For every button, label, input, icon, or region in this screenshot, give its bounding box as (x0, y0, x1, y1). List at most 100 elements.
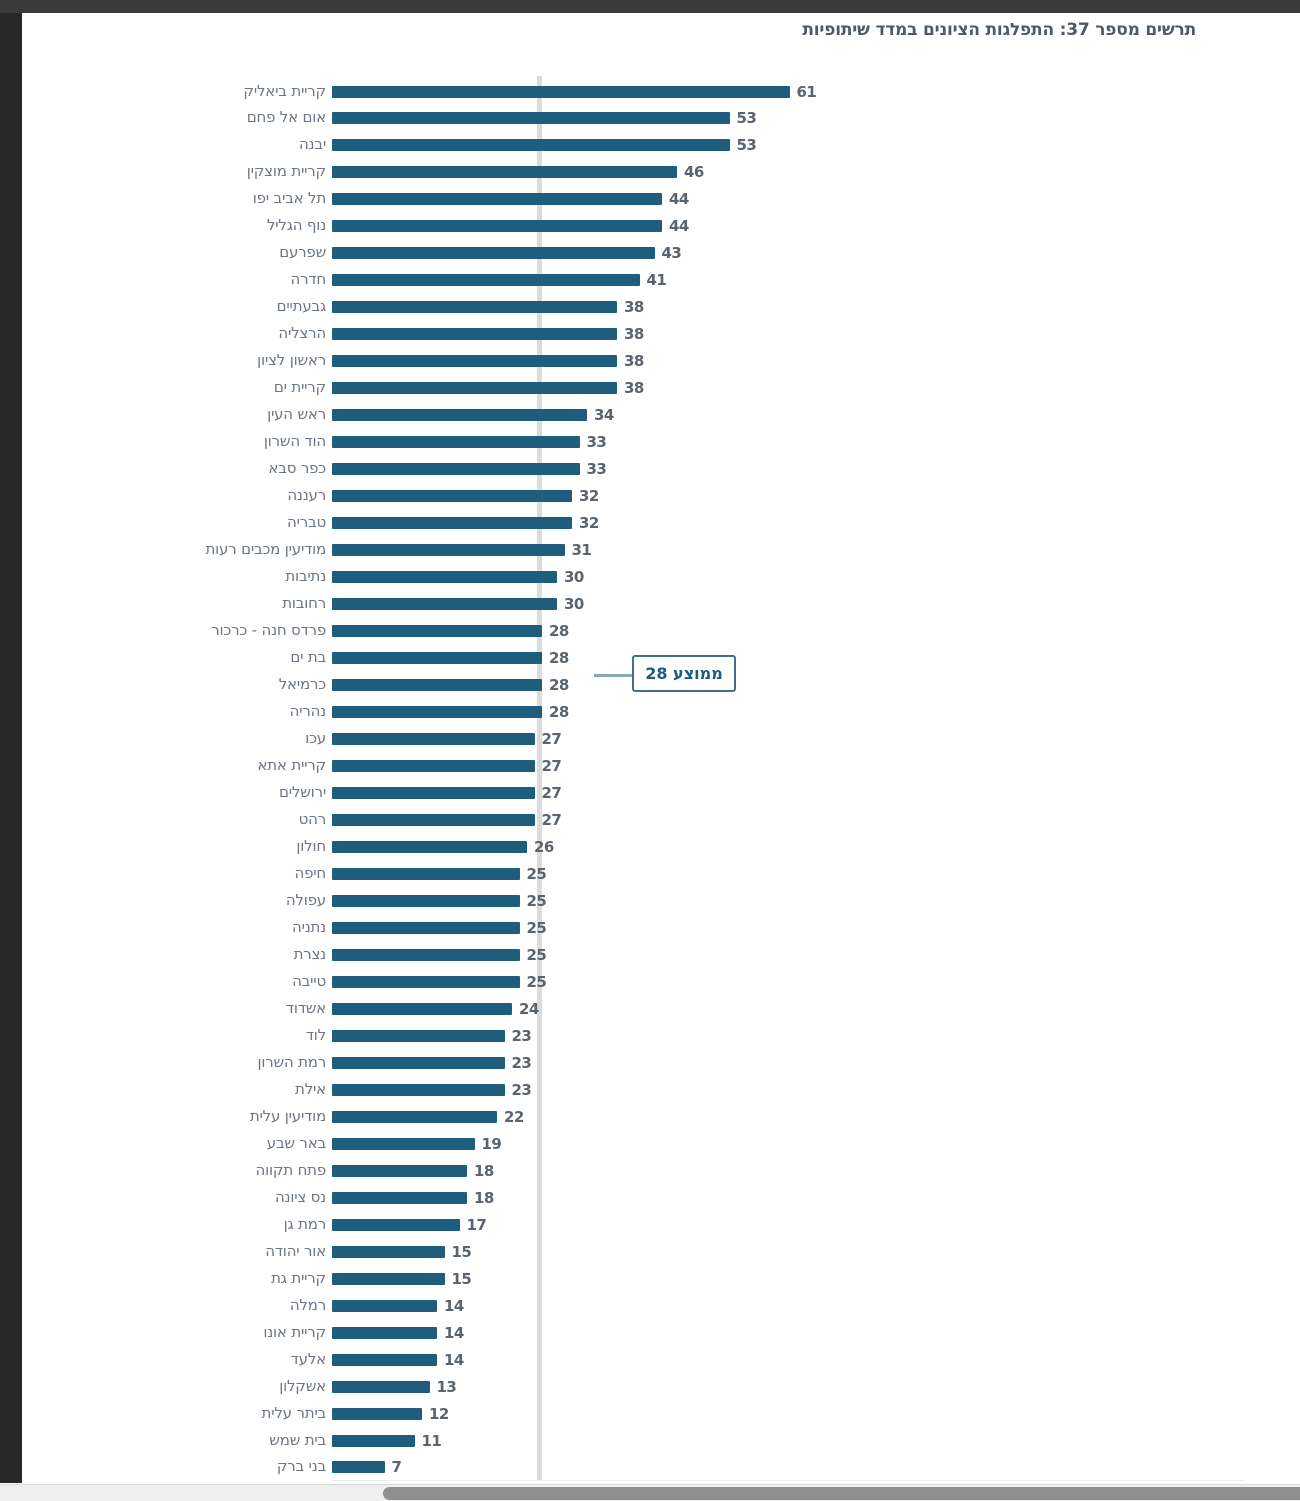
bar-row: ראש העין 34 (0, 402, 1300, 429)
bar-row: טייבה 25 (0, 969, 1300, 996)
bar-value: 18 (474, 1161, 494, 1180)
bar-label: חדרה (290, 270, 327, 289)
bar (332, 382, 617, 395)
bar (332, 1002, 512, 1015)
bar (332, 1353, 437, 1366)
bar-label: הוד השרון (263, 432, 326, 451)
bar-value: 23 (511, 1053, 532, 1072)
bar (332, 193, 662, 206)
bar-row: פתח תקווה 18 (0, 1158, 1300, 1185)
bar-value: 28 (549, 703, 569, 722)
bar-value: 53 (736, 109, 757, 128)
bar-label: ראש העין (267, 405, 326, 424)
bar-value: 24 (519, 999, 539, 1018)
bar-label: רמלה (289, 1295, 326, 1314)
bar-value: 46 (684, 163, 704, 182)
bar-value: 32 (579, 487, 599, 506)
bar-row: אשקלון 13 (0, 1374, 1300, 1401)
bar-row: חולון 26 (0, 834, 1300, 861)
bar (332, 409, 587, 422)
bar-value: 23 (511, 1026, 532, 1045)
bar (332, 1083, 505, 1096)
bar-value: 25 (526, 972, 547, 991)
bar-value: 28 (549, 649, 569, 668)
bar-label: פתח תקווה (255, 1160, 327, 1179)
bar (332, 1245, 445, 1258)
bar-row: קריית גת 15 (0, 1266, 1300, 1293)
bar (332, 1407, 422, 1420)
bar (332, 1272, 445, 1285)
bar-row: בית שמש 11 (0, 1428, 1300, 1455)
bar-value: 17 (466, 1215, 487, 1234)
bar-label: בני ברק (276, 1457, 326, 1476)
bar (332, 894, 520, 907)
bar-label: אלעד (290, 1349, 327, 1368)
bar (332, 652, 542, 665)
bar (332, 1191, 467, 1204)
bar (332, 598, 557, 611)
bar-label: פרדס חנה - כרכור (211, 621, 326, 640)
bar-label: קריית אתא (257, 756, 326, 774)
bar (332, 463, 580, 476)
bar-value: 25 (526, 945, 547, 964)
bar-label: יבנה (298, 135, 326, 154)
bar-label: קריית ביאליק (243, 81, 326, 100)
bar-row: אלעד 14 (0, 1347, 1300, 1374)
bar-row: מודיעין מכבים רעות 31 (0, 537, 1300, 564)
bar-value: 13 (436, 1377, 457, 1396)
chart-title: תרשים מספר 37: התפלגות הציונים במדד שיתו… (802, 20, 1196, 40)
bar-value: 27 (541, 730, 562, 749)
bar-label: אשקלון (279, 1376, 326, 1395)
bar (332, 1326, 437, 1339)
bar-row: עכו 27 (0, 726, 1300, 753)
bar (332, 1380, 430, 1393)
bar-label: עפולה (285, 890, 326, 909)
bar-value: 11 (421, 1431, 442, 1450)
bar-row: אשדוד 24 (0, 996, 1300, 1023)
bar (332, 1110, 497, 1123)
bar-row: נס ציונה 18 (0, 1185, 1300, 1212)
bar-label: טייבה (292, 971, 326, 990)
bar (332, 1164, 467, 1177)
bar-value: 12 (429, 1404, 449, 1423)
bar (332, 139, 730, 152)
bar-value: 7 (391, 1458, 402, 1477)
bar-label: הרצליה (278, 324, 326, 343)
horizontal-scrollbar-thumb[interactable] (383, 1487, 1300, 1500)
bar-row: תל אביב יפו 44 (0, 186, 1300, 213)
bar-label: ראשון לציון (257, 351, 326, 370)
bar-row: רמלה 14 (0, 1293, 1300, 1320)
bar-value: 53 (736, 136, 757, 155)
average-line (537, 76, 542, 1481)
bar-row: קריית ים 38 (0, 375, 1300, 402)
bar-value: 18 (474, 1188, 494, 1207)
bar-label: כרמיאל (278, 675, 326, 694)
bar-label: גבעתיים (276, 297, 327, 316)
bar-value: 25 (526, 864, 547, 883)
bar-row: רחובות 30 (0, 591, 1300, 618)
chart-bottom-border (332, 1480, 1245, 1481)
bar-value: 61 (796, 82, 817, 101)
bar (332, 1434, 415, 1447)
bar-value: 30 (564, 595, 584, 614)
bar-label: קריית אונו (263, 1322, 326, 1341)
bar (332, 1461, 385, 1474)
bar (332, 867, 520, 880)
bar (332, 679, 542, 692)
bar-label: מודיעין מכבים רעות (205, 540, 327, 559)
bar-row: חדרה 41 (0, 267, 1300, 294)
bar-row: באר שבע 19 (0, 1131, 1300, 1158)
bar-row: טבריה 32 (0, 510, 1300, 537)
bar-value: 26 (534, 837, 554, 856)
average-connector-line (594, 674, 632, 677)
bar-value: 34 (594, 406, 614, 425)
bar-row: גבעתיים 38 (0, 294, 1300, 321)
bar-label: רחובות (282, 594, 326, 613)
bar-value: 28 (549, 676, 569, 695)
bar-label: חיפה (294, 863, 326, 882)
bar (332, 544, 565, 557)
bar-row: בת ים 28 (0, 645, 1300, 672)
bar-label: נצרת (293, 944, 327, 963)
bar-row: פרדס חנה - כרכור 28 (0, 618, 1300, 645)
bar (332, 166, 677, 179)
